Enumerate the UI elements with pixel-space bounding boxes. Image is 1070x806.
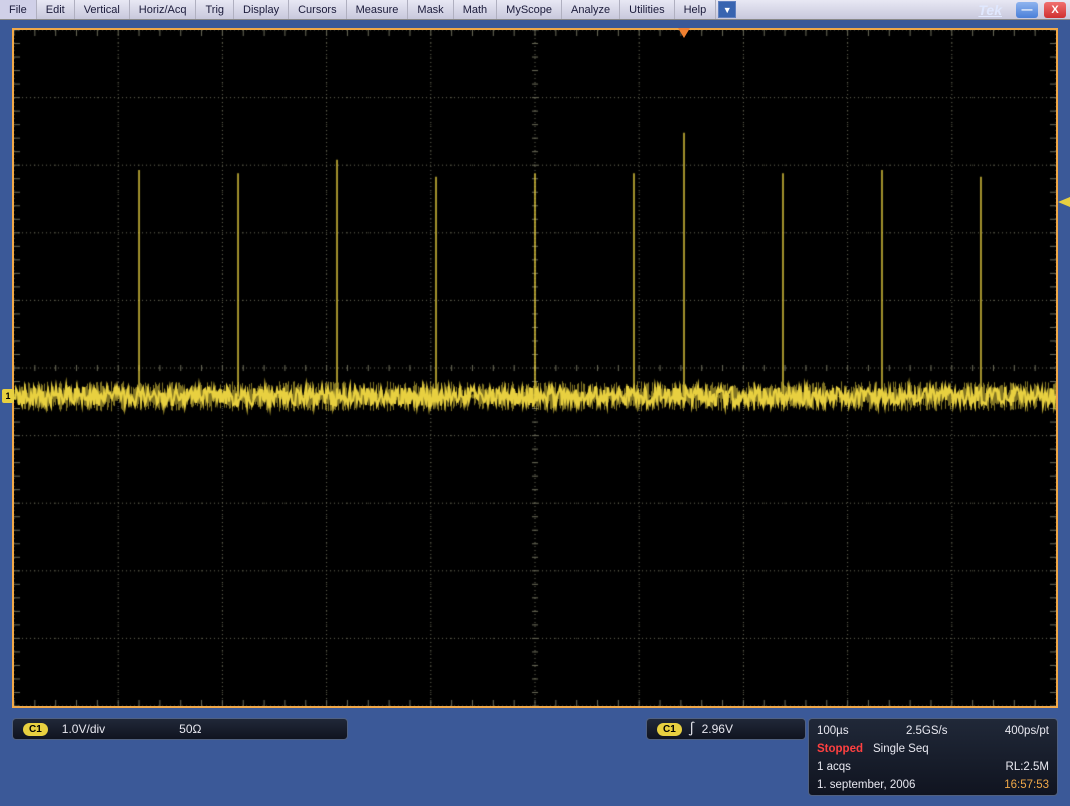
vertical-scale: 1.0V/div xyxy=(62,722,105,736)
acquisition-time: 16:57:53 xyxy=(1004,777,1049,794)
menu-display[interactable]: Display xyxy=(234,0,289,19)
channel-pill: C1 xyxy=(23,723,48,736)
timebase-panel[interactable]: 100µs 2.5GS/s 400ps/pt Stopped Single Se… xyxy=(808,718,1058,796)
trigger-position-marker-icon xyxy=(678,28,690,38)
menu-cursors[interactable]: Cursors xyxy=(289,0,347,19)
menu-measure[interactable]: Measure xyxy=(347,0,409,19)
acquisition-date: 1. september, 2006 xyxy=(817,777,915,794)
trigger-panel[interactable]: C1 ∫ 2.96V xyxy=(646,718,806,740)
rising-edge-icon: ∫ xyxy=(688,722,696,737)
trigger-source-pill: C1 xyxy=(657,723,682,736)
trigger-level-marker-icon xyxy=(1058,197,1070,207)
waveform-canvas xyxy=(14,30,1056,706)
brand-logo: Tek xyxy=(978,2,1002,18)
acquisition-count: 1 acqs xyxy=(817,759,851,776)
minimize-button[interactable]: — xyxy=(1016,2,1038,18)
menu-edit[interactable]: Edit xyxy=(37,0,75,19)
menu-math[interactable]: Math xyxy=(454,0,497,19)
trigger-level: 2.96V xyxy=(702,722,733,736)
channel-panel[interactable]: C1 1.0V/div 50Ω xyxy=(12,718,348,740)
waveform-display[interactable]: 1 xyxy=(12,28,1058,708)
menu-analyze[interactable]: Analyze xyxy=(562,0,620,19)
sample-rate: 2.5GS/s xyxy=(906,723,948,740)
menu-utilities[interactable]: Utilities xyxy=(620,0,674,19)
menu-dropdown-icon[interactable]: ▼ xyxy=(718,1,736,18)
menu-trig[interactable]: Trig xyxy=(196,0,234,19)
menu-file[interactable]: File xyxy=(0,0,37,19)
record-length: RL:2.5M xyxy=(1006,759,1049,776)
time-resolution: 400ps/pt xyxy=(1005,723,1049,740)
status-bar: C1 1.0V/div 50Ω C1 ∫ 2.96V 100µs 2.5GS/s… xyxy=(12,718,1058,796)
menu-horizacq[interactable]: Horiz/Acq xyxy=(130,0,197,19)
acquisition-state: Stopped xyxy=(817,741,863,758)
channel-1-marker: 1 xyxy=(2,389,14,403)
menu-mask[interactable]: Mask xyxy=(408,0,453,19)
close-button[interactable]: X xyxy=(1044,2,1066,18)
menu-help[interactable]: Help xyxy=(675,0,717,19)
menu-vertical[interactable]: Vertical xyxy=(75,0,130,19)
menu-myscope[interactable]: MyScope xyxy=(497,0,562,19)
input-impedance: 50Ω xyxy=(179,722,201,736)
timebase-scale: 100µs xyxy=(817,723,849,740)
acquisition-mode: Single Seq xyxy=(873,741,929,758)
menu-bar: FileEditVerticalHoriz/AcqTrigDisplayCurs… xyxy=(0,0,1070,20)
